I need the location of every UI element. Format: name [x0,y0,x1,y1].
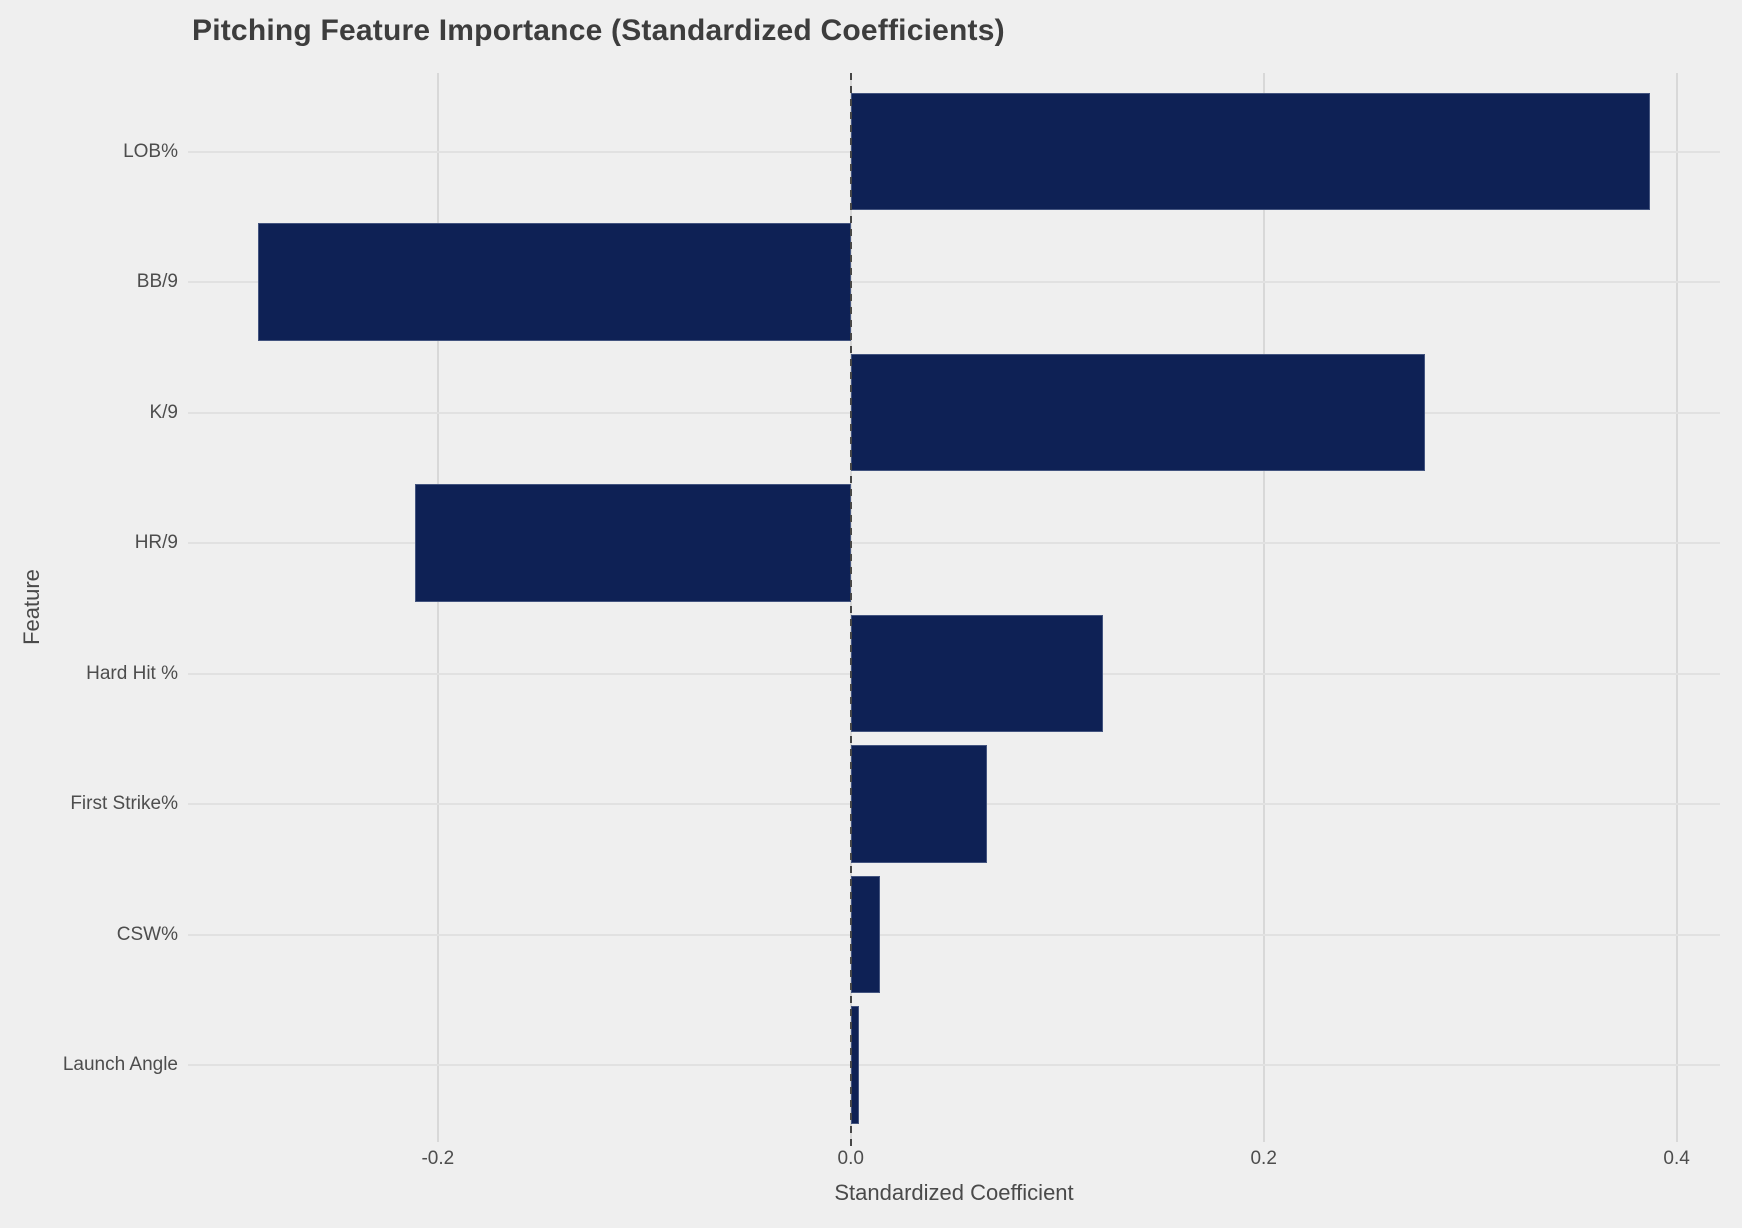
plot-area [188,73,1720,1147]
x-gridline-0-2 [1262,73,1265,1142]
bar-launch-angle [850,1006,859,1124]
x-tick-label-0-4: 0.4 [1663,1148,1690,1169]
y-gridline-csw [188,933,1720,936]
bar-k-9 [850,353,1425,472]
bar-hard-hit [850,614,1103,733]
x-gridline-0-2 [436,73,439,1142]
y-tick-label-launch-angle: Launch Angle [62,1054,178,1075]
bar-hr-9 [415,484,851,602]
x-gridline-0-4 [1675,73,1678,1142]
bar-csw [850,875,880,994]
bar-bb-9 [258,223,851,341]
y-tick-label-lob: LOB% [123,140,178,162]
y-tick-label-k-9: K/9 [149,401,178,423]
y-gridline-hr-9 [188,542,1720,544]
y-tick-label-hard-hit: Hard Hit % [86,662,178,684]
y-axis-title: Feature [19,569,44,645]
zero-reference-line [849,73,852,1147]
x-tick-label-0-2: 0.2 [1250,1148,1277,1169]
x-tick-label-0-0: 0.0 [837,1148,864,1169]
y-gridline-launch-angle [188,1064,1720,1066]
bar-first-strike [850,745,988,863]
chart-title: Pitching Feature Importance (Standardize… [192,14,1005,47]
y-tick-label-csw: CSW% [116,923,178,945]
y-tick-label-bb-9: BB/9 [136,271,178,292]
x-tick-label-0-2: -0.2 [421,1148,455,1169]
y-tick-label-hr-9: HR/9 [134,532,178,553]
bar-lob [850,92,1650,211]
y-gridline-bb-9 [188,281,1720,283]
x-axis-title: Standardized Coefficient [834,1180,1074,1205]
y-tick-label-first-strike: First Strike% [70,793,178,814]
